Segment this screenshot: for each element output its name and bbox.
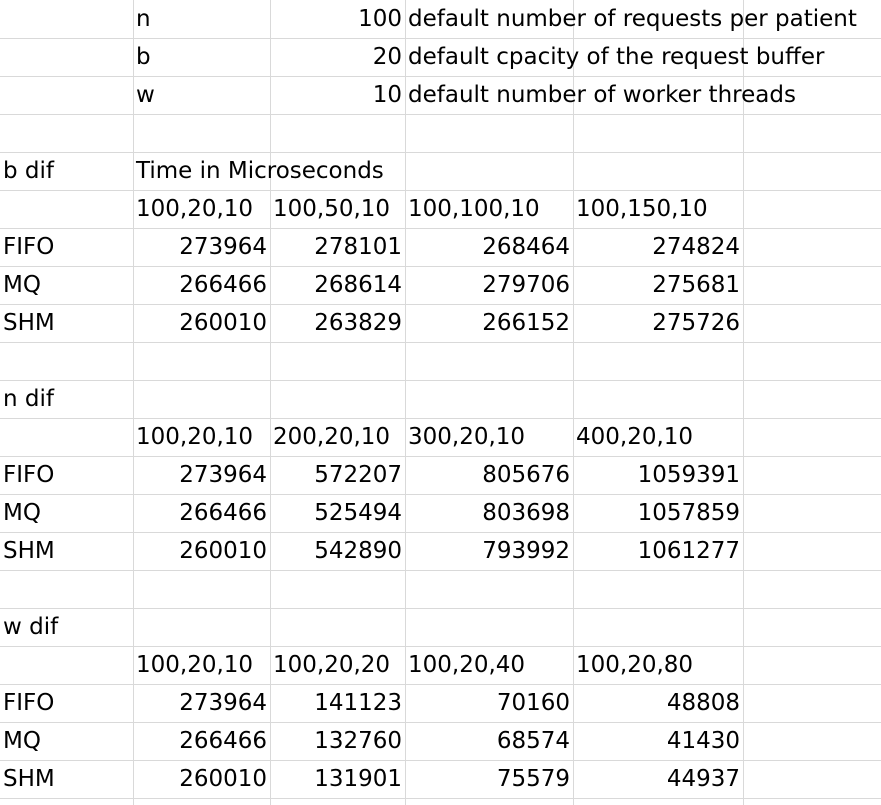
- param-description-cell[interactable]: default number of requests per patient: [408, 6, 857, 32]
- grid-row-line: [0, 304, 881, 305]
- config-header-cell[interactable]: 100,20,80: [576, 652, 694, 678]
- method-name-cell[interactable]: SHM: [3, 310, 55, 336]
- time-value-cell[interactable]: 260010: [179, 538, 267, 564]
- config-header-cell[interactable]: 100,150,10: [576, 196, 708, 222]
- grid-row-line: [0, 38, 881, 39]
- time-value-cell[interactable]: 68574: [496, 728, 570, 754]
- time-value-cell[interactable]: 44937: [666, 766, 740, 792]
- time-value-cell[interactable]: 132760: [314, 728, 402, 754]
- grid-row-line: [0, 684, 881, 685]
- time-value-cell[interactable]: 48808: [666, 690, 740, 716]
- section-label-cell[interactable]: w dif: [3, 614, 59, 640]
- grid-row-line: [0, 570, 881, 571]
- method-name-cell[interactable]: FIFO: [3, 234, 55, 260]
- time-value-cell[interactable]: 131901: [314, 766, 402, 792]
- time-value-cell[interactable]: 1061277: [637, 538, 740, 564]
- time-value-cell[interactable]: 542890: [314, 538, 402, 564]
- time-value-cell[interactable]: 268464: [482, 234, 570, 260]
- time-value-cell[interactable]: 274824: [652, 234, 740, 260]
- section-label-cell[interactable]: b dif: [3, 158, 54, 184]
- grid-row-line: [0, 722, 881, 723]
- param-description-cell[interactable]: default cpacity of the request buffer: [408, 44, 825, 70]
- param-description-cell[interactable]: default number of worker threads: [408, 82, 796, 108]
- method-name-cell[interactable]: MQ: [3, 500, 41, 526]
- grid-row-line: [0, 646, 881, 647]
- param-name-cell[interactable]: w: [136, 82, 155, 108]
- config-header-cell[interactable]: 100,20,20: [273, 652, 391, 678]
- config-header-cell[interactable]: 100,20,10: [136, 196, 254, 222]
- section-label-cell[interactable]: n dif: [3, 386, 54, 412]
- time-value-cell[interactable]: 266466: [179, 272, 267, 298]
- time-value-cell[interactable]: 275681: [652, 272, 740, 298]
- grid-row-line: [0, 152, 881, 153]
- time-value-cell[interactable]: 260010: [179, 766, 267, 792]
- grid-row-line: [0, 608, 881, 609]
- method-name-cell[interactable]: SHM: [3, 538, 55, 564]
- grid-row-line: [0, 798, 881, 799]
- config-header-cell[interactable]: 100,20,10: [136, 424, 254, 450]
- method-name-cell[interactable]: FIFO: [3, 462, 55, 488]
- grid-row-line: [0, 342, 881, 343]
- grid-row-line: [0, 114, 881, 115]
- time-value-cell[interactable]: 525494: [314, 500, 402, 526]
- param-value-cell[interactable]: 100: [358, 6, 402, 32]
- time-value-cell[interactable]: 273964: [179, 462, 267, 488]
- time-value-cell[interactable]: 266466: [179, 500, 267, 526]
- grid-row-line: [0, 532, 881, 533]
- time-value-cell[interactable]: 803698: [482, 500, 570, 526]
- grid-row-line: [0, 380, 881, 381]
- config-header-cell[interactable]: 100,100,10: [408, 196, 540, 222]
- time-value-cell[interactable]: 263829: [314, 310, 402, 336]
- time-value-cell[interactable]: 1057859: [637, 500, 740, 526]
- time-value-cell[interactable]: 260010: [179, 310, 267, 336]
- grid-row-line: [0, 456, 881, 457]
- time-unit-label-cell[interactable]: Time in Microseconds: [136, 158, 384, 184]
- grid-row-line: [0, 418, 881, 419]
- param-name-cell[interactable]: n: [136, 6, 151, 32]
- grid-row-line: [0, 228, 881, 229]
- time-value-cell[interactable]: 75579: [496, 766, 570, 792]
- time-value-cell[interactable]: 41430: [666, 728, 740, 754]
- grid-row-line: [0, 494, 881, 495]
- time-value-cell[interactable]: 278101: [314, 234, 402, 260]
- config-header-cell[interactable]: 200,20,10: [273, 424, 391, 450]
- time-value-cell[interactable]: 805676: [482, 462, 570, 488]
- config-header-cell[interactable]: 400,20,10: [576, 424, 694, 450]
- time-value-cell[interactable]: 279706: [482, 272, 570, 298]
- method-name-cell[interactable]: MQ: [3, 728, 41, 754]
- time-value-cell[interactable]: 273964: [179, 690, 267, 716]
- time-value-cell[interactable]: 266152: [482, 310, 570, 336]
- grid-column-line: [133, 0, 134, 805]
- config-header-cell[interactable]: 100,20,10: [136, 652, 254, 678]
- time-value-cell[interactable]: 793992: [482, 538, 570, 564]
- config-header-cell[interactable]: 300,20,10: [408, 424, 526, 450]
- time-value-cell[interactable]: 268614: [314, 272, 402, 298]
- time-value-cell[interactable]: 141123: [314, 690, 402, 716]
- grid-row-line: [0, 190, 881, 191]
- time-value-cell[interactable]: 275726: [652, 310, 740, 336]
- grid-column-line: [573, 0, 574, 805]
- grid-row-line: [0, 266, 881, 267]
- time-value-cell[interactable]: 273964: [179, 234, 267, 260]
- config-header-cell[interactable]: 100,50,10: [273, 196, 391, 222]
- method-name-cell[interactable]: FIFO: [3, 690, 55, 716]
- time-value-cell[interactable]: 266466: [179, 728, 267, 754]
- grid-column-line: [270, 0, 271, 805]
- method-name-cell[interactable]: SHM: [3, 766, 55, 792]
- grid-column-line: [405, 0, 406, 805]
- param-name-cell[interactable]: b: [136, 44, 151, 70]
- grid-row-line: [0, 76, 881, 77]
- grid-row-line: [0, 760, 881, 761]
- config-header-cell[interactable]: 100,20,40: [408, 652, 526, 678]
- time-value-cell[interactable]: 1059391: [637, 462, 740, 488]
- method-name-cell[interactable]: MQ: [3, 272, 41, 298]
- time-value-cell[interactable]: 572207: [314, 462, 402, 488]
- grid-column-line: [743, 0, 744, 805]
- param-value-cell[interactable]: 10: [372, 82, 402, 108]
- time-value-cell[interactable]: 70160: [496, 690, 570, 716]
- param-value-cell[interactable]: 20: [372, 44, 402, 70]
